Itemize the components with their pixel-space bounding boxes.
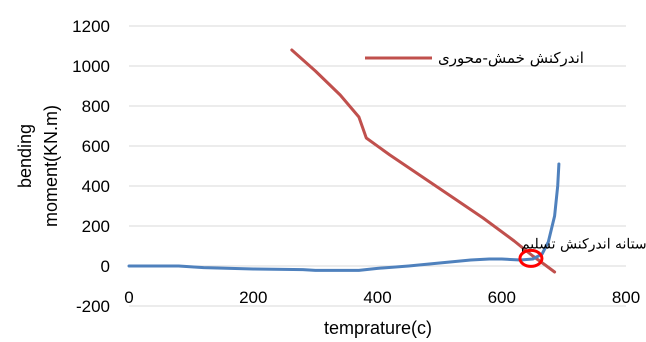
- series-line-interaction: [290, 48, 557, 274]
- annotation-label: آستانه اندرکنش تسلیم: [521, 234, 646, 252]
- gridlines: [129, 25, 626, 307]
- y-axis-label-line-2: moment(KN.m): [41, 105, 61, 227]
- y-axis-label-line-1: bending: [15, 124, 35, 188]
- y-tick-label: -200: [76, 297, 110, 316]
- series-layer: [127, 48, 561, 274]
- y-tick-label: 200: [82, 217, 110, 236]
- legend: اندرکنش خمش-محوری: [365, 49, 584, 67]
- y-tick-label: 600: [82, 137, 110, 156]
- legend-label-interaction: اندرکنش خمش-محوری: [438, 49, 584, 67]
- y-tick-label: 400: [82, 177, 110, 196]
- annotation-circle-marker: [518, 248, 544, 268]
- y-tick-label: 800: [82, 97, 110, 116]
- x-tick-label: 0: [124, 288, 133, 307]
- y-tick-labels: -200 0 200 400 600 800 1000 1200: [72, 17, 110, 316]
- annotation: آستانه اندرکنش تسلیم: [518, 234, 646, 268]
- series-line-bending-moment: [127, 162, 561, 272]
- y-tick-label: 1000: [72, 57, 110, 76]
- y-tick-label: 1200: [72, 17, 110, 36]
- x-tick-label: 800: [612, 288, 640, 307]
- y-tick-label: 0: [101, 257, 110, 276]
- x-axis-label: temprature(c): [324, 318, 432, 338]
- x-tick-label: 200: [239, 288, 267, 307]
- x-tick-label: 600: [488, 288, 516, 307]
- x-tick-label: 400: [363, 288, 391, 307]
- x-tick-labels: 0 200 400 600 800: [124, 288, 640, 307]
